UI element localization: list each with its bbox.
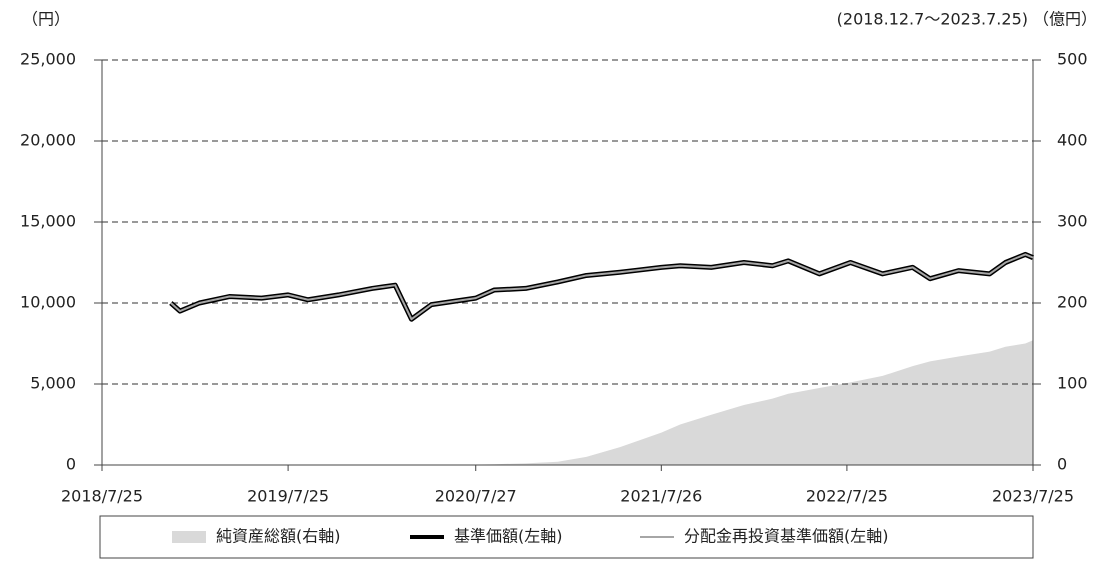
area (170, 340, 1033, 465)
y-tick-label: 15,000 (20, 212, 76, 231)
line (169, 251, 1034, 322)
legend-item: 純資産総額(右軸) (172, 527, 341, 546)
legend-swatch (172, 531, 206, 543)
x-tick-label: 2021/7/26 (620, 487, 702, 506)
x-tick-label: 2022/7/25 (806, 487, 888, 506)
y-tick-label: 5,000 (30, 374, 76, 393)
y2-tick-label: 0 (1057, 455, 1067, 474)
line (170, 253, 1034, 321)
y2-tick-label: 400 (1057, 131, 1088, 150)
legend-label: 分配金再投資基準価額(左軸) (684, 527, 889, 546)
y-tick-label: 25,000 (20, 50, 76, 69)
y-tick-label: 20,000 (20, 131, 76, 150)
y2-tick-label: 200 (1057, 293, 1088, 312)
y2-tick-label: 100 (1057, 374, 1088, 393)
y2-axis-label: （億円） (1033, 10, 1097, 29)
legend-item: 分配金再投資基準価額(左軸) (640, 527, 889, 546)
x-tick-label: 2023/7/25 (992, 487, 1074, 506)
x-tick-label: 2018/7/25 (61, 487, 143, 506)
legend-label: 基準価額(左軸) (454, 527, 563, 546)
y2-tick-label: 300 (1057, 212, 1088, 231)
legend-label: 純資産総額(右軸) (216, 527, 341, 546)
subtitle: (2018.12.7～2023.7.25) (837, 10, 1028, 29)
y-tick-label: 0 (66, 455, 76, 474)
y2-tick-label: 500 (1057, 50, 1088, 69)
y-tick-label: 10,000 (20, 293, 76, 312)
x-tick-label: 2019/7/25 (247, 487, 329, 506)
x-tick-label: 2020/7/27 (435, 487, 517, 506)
legend-box (99, 515, 1034, 559)
legend-item: 基準価額(左軸) (410, 527, 563, 546)
y-axis-label: （円） (22, 10, 70, 29)
